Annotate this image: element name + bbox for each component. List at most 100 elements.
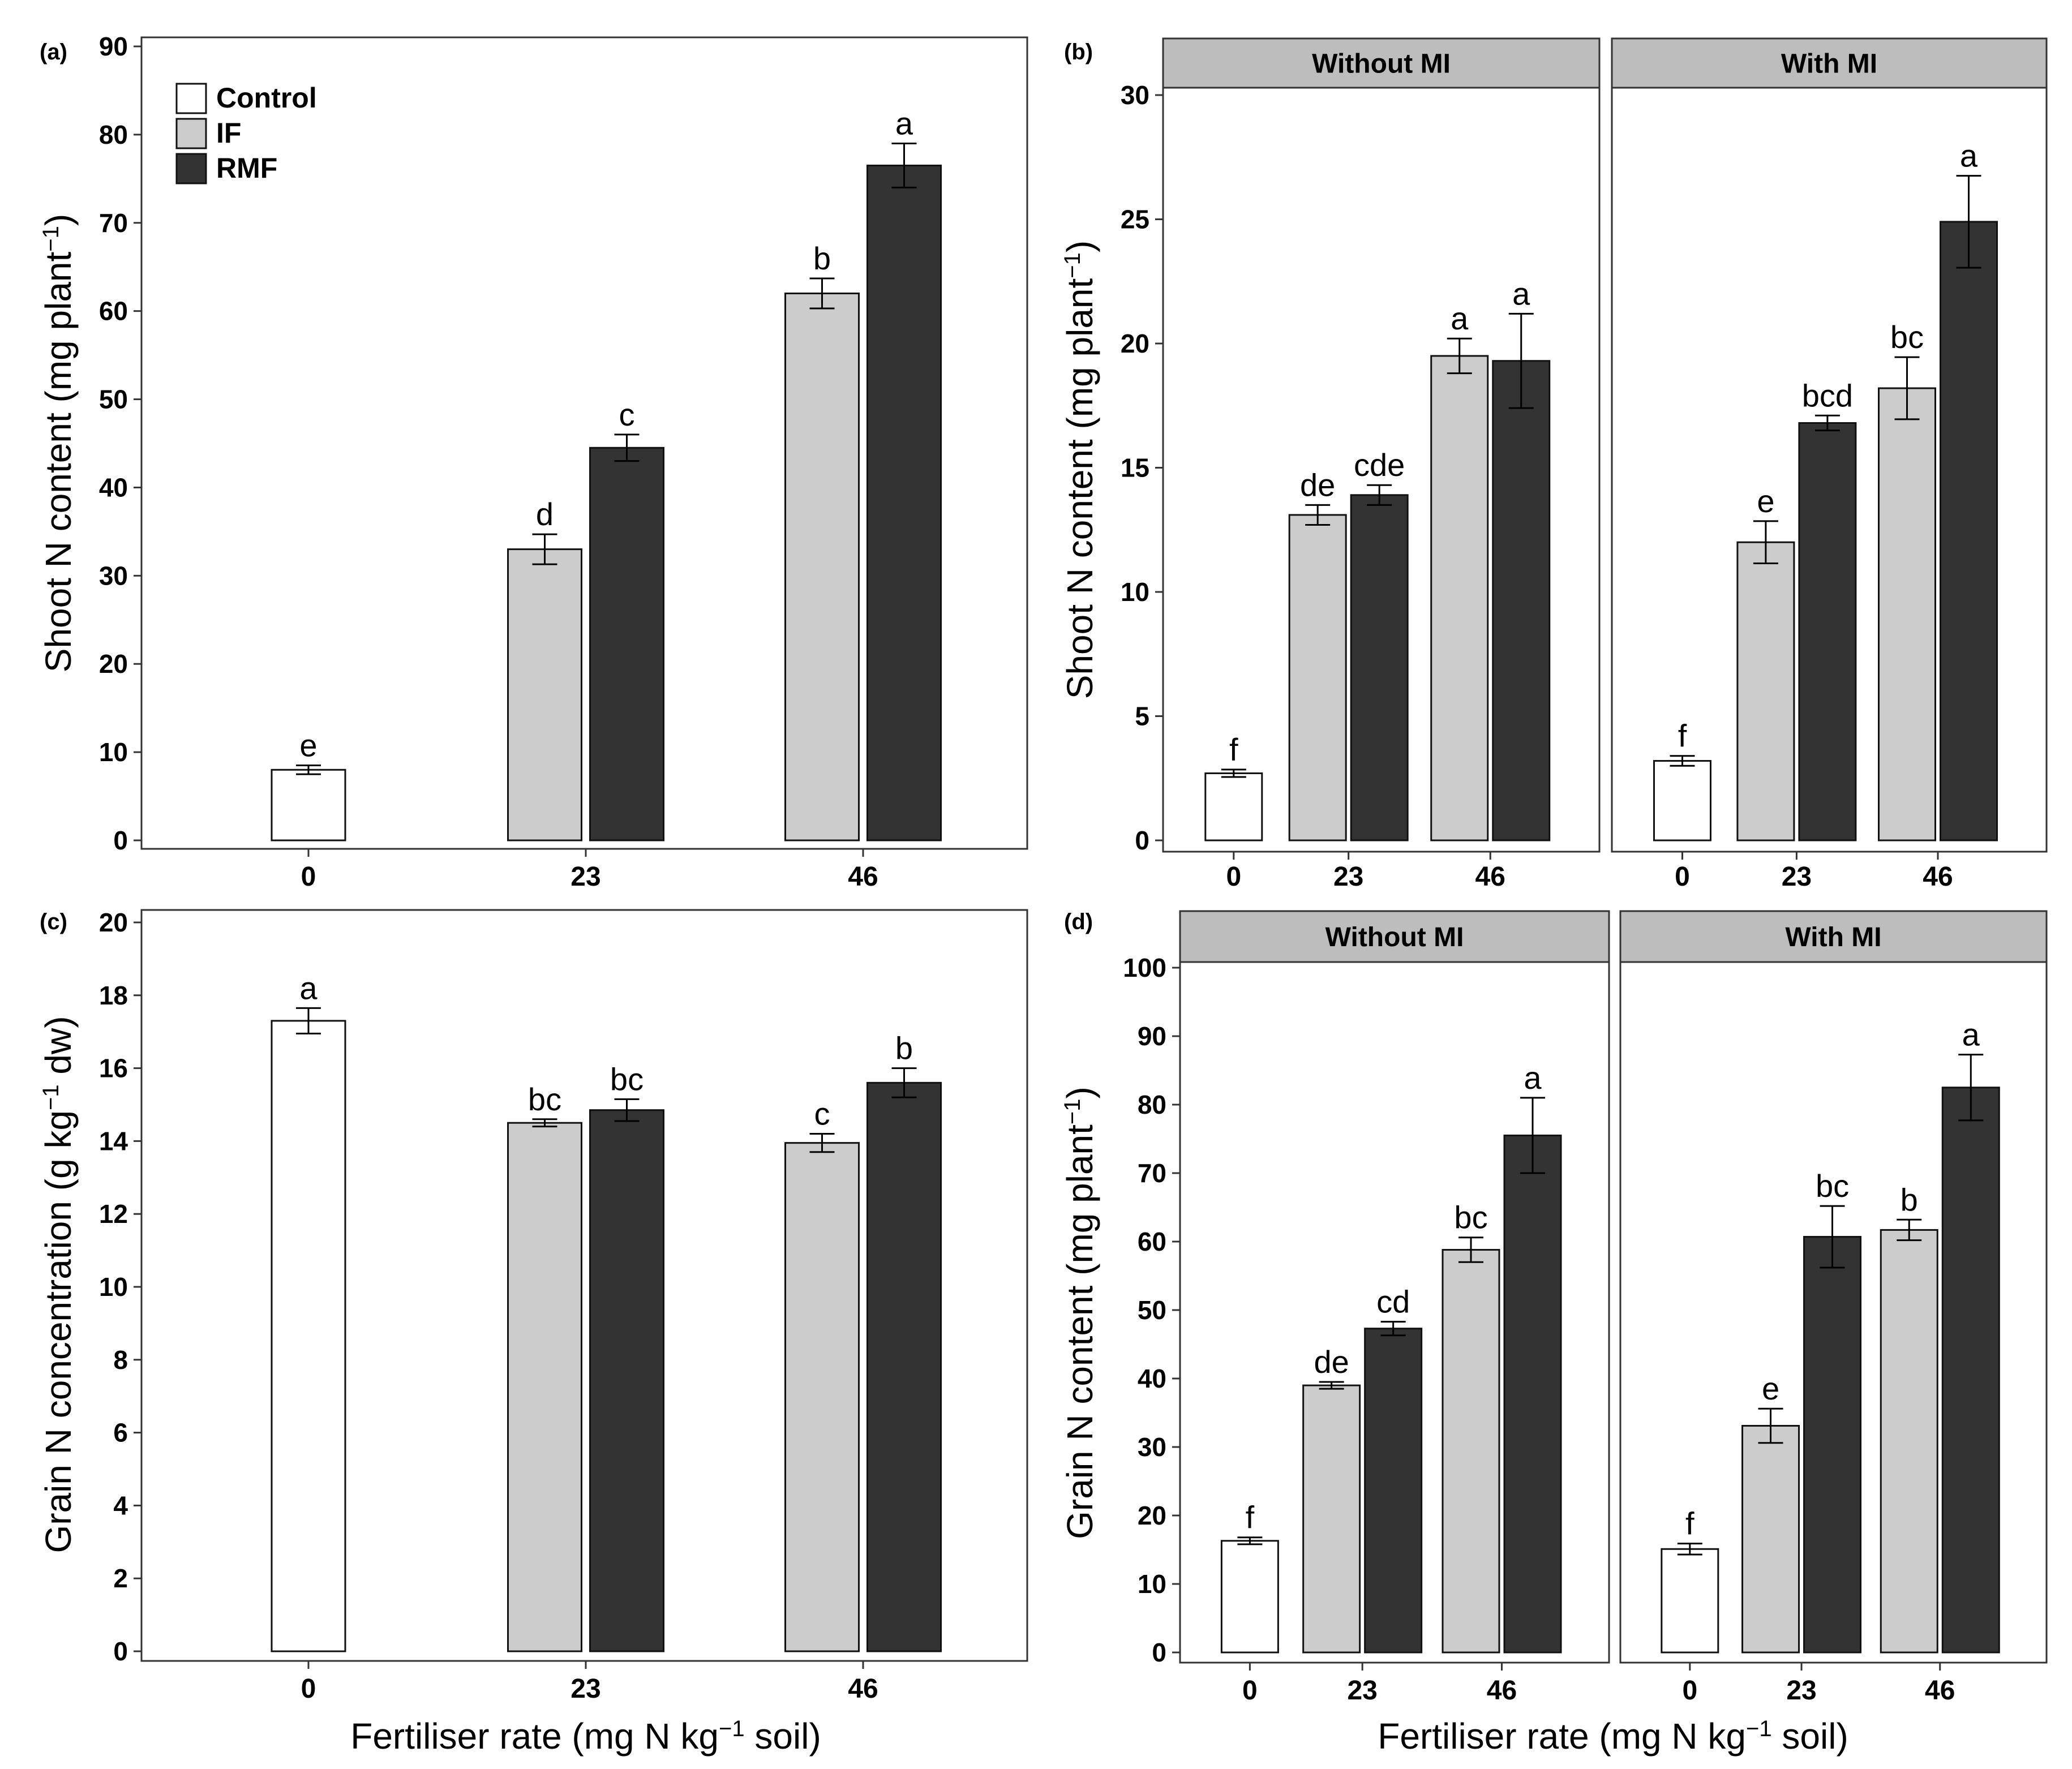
significance-letter: bc — [1890, 319, 1924, 355]
y-axis-label-suffix: ) — [1059, 1087, 1100, 1098]
panel-a: (a) Shoot N content (mg plant−1) 0 10 20 30 40… — [38, 32, 1028, 892]
y-tick-label: 90 — [1138, 1021, 1166, 1051]
plot-frame — [1162, 87, 1601, 853]
y-axis-label: Shoot N content (mg plant−1) — [1059, 241, 1100, 699]
facet-strip-label: With MI — [1781, 49, 1877, 79]
y-tick-label: 90 — [99, 32, 128, 61]
bar-rmf — [1803, 1236, 1862, 1654]
y-axis-label-suffix: dw) — [38, 1016, 79, 1084]
bar-if — [1736, 541, 1795, 841]
x-axis-label-suffix: soil) — [1772, 1716, 1848, 1757]
y-tick-label: 10 — [1121, 577, 1149, 607]
plot-frame — [1611, 87, 2048, 853]
significance-letter: a — [1960, 138, 1978, 174]
facet-strip-label: Without MI — [1312, 49, 1451, 79]
y-tick-label: 6 — [113, 1418, 128, 1448]
bar-if — [1741, 1424, 1800, 1654]
y-axis-label-suffix: ) — [1059, 241, 1100, 252]
legend-swatch — [175, 153, 207, 184]
facet-strip — [1179, 910, 1610, 963]
y-tick-label: 80 — [1138, 1090, 1166, 1119]
significance-letter: a — [1451, 300, 1469, 336]
y-tick-label: 50 — [1138, 1295, 1166, 1325]
y-tick-label: 40 — [1138, 1364, 1166, 1393]
significance-letter: b — [813, 241, 831, 276]
significance-letter: e — [299, 727, 317, 763]
y-axis-label-text: Grain N content (mg plant — [1059, 1124, 1100, 1539]
x-axis-label-text: Fertiliser rate (mg N kg — [350, 1716, 719, 1757]
significance-letter: a — [895, 105, 913, 141]
bar-rmf — [866, 164, 942, 841]
x-tick-label: 0 — [1675, 862, 1690, 892]
legend-label: RMF — [216, 152, 277, 184]
x-tick-label: 46 — [1487, 1676, 1517, 1706]
significance-letter: a — [1524, 1060, 1542, 1096]
panel-label: (a) — [40, 40, 67, 65]
significance-letter: e — [1757, 483, 1774, 519]
y-tick-label: 5 — [1135, 702, 1149, 731]
facet-strip — [1162, 37, 1601, 89]
bar-rmf — [1503, 1134, 1562, 1654]
significance-letter: cd — [1376, 1284, 1410, 1320]
y-tick-label: 0 — [1135, 826, 1149, 855]
y-axis-label-suffix: ) — [38, 214, 79, 226]
x-tick-label: 23 — [570, 862, 600, 892]
significance-letter: e — [1762, 1371, 1779, 1406]
x-tick-label: 0 — [1682, 1676, 1697, 1706]
y-tick-label: 18 — [99, 981, 128, 1010]
x-tick-label: 0 — [1242, 1676, 1258, 1706]
facet-strip-label: With MI — [1785, 922, 1881, 952]
panel-label: (d) — [1064, 909, 1093, 934]
y-axis-label: Grain N concentration (g kg−1 dw) — [38, 1016, 79, 1553]
bar-if — [784, 292, 860, 841]
y-tick-label: 30 — [1121, 80, 1149, 110]
significance-letter: b — [1901, 1182, 1918, 1217]
facet-with-mi: With MI 0 f 23 e bcd 46 bc a — [1611, 37, 2048, 892]
significance-letter: f — [1678, 718, 1687, 754]
y-axis-label: Shoot N content (mg plant−1) — [38, 214, 79, 672]
bar-rmf — [589, 1109, 664, 1652]
bar-rmf — [1798, 422, 1857, 841]
significance-letter: a — [1962, 1017, 1980, 1053]
bar-if — [1880, 1229, 1938, 1654]
y-axis-label-exponent: −1 — [1060, 1098, 1085, 1124]
y-tick-label: 70 — [1138, 1158, 1166, 1188]
y-tick-label: 25 — [1121, 205, 1149, 234]
significance-letter: c — [619, 397, 635, 432]
significance-letter: a — [299, 970, 318, 1006]
significance-letter: bc — [528, 1081, 561, 1117]
bar-if — [507, 1122, 582, 1652]
y-tick-label: 60 — [99, 297, 128, 326]
bar-control — [1204, 772, 1263, 841]
x-axis-label-suffix: soil) — [745, 1716, 821, 1757]
bar-rmf — [1941, 1087, 2000, 1654]
bar-control — [271, 1020, 346, 1652]
facet-strip-label: Without MI — [1325, 922, 1464, 952]
y-tick-label: 2 — [113, 1564, 128, 1593]
y-axis-label-exponent: −1 — [38, 1084, 63, 1110]
panel-label: (b) — [1064, 40, 1093, 65]
y-tick-label: 20 — [99, 649, 128, 679]
y-tick-label: 70 — [99, 208, 128, 238]
x-tick-label: 0 — [301, 862, 316, 892]
y-tick-label: 20 — [1121, 329, 1149, 358]
significance-letter: bc — [1816, 1168, 1849, 1204]
bar-if — [1302, 1384, 1361, 1654]
x-tick-label: 23 — [1333, 862, 1363, 892]
y-tick-label: 4 — [113, 1491, 128, 1520]
y-tick-label: 30 — [1138, 1432, 1166, 1462]
y-tick-label: 10 — [99, 1272, 128, 1302]
legend-label: IF — [216, 117, 241, 149]
y-tick-label: 15 — [1121, 453, 1149, 483]
y-tick-label: 0 — [113, 1637, 128, 1666]
x-tick-label: 23 — [1782, 862, 1812, 892]
y-tick-label: 12 — [99, 1199, 128, 1229]
x-tick-label: 23 — [1786, 1676, 1816, 1706]
bar-rmf — [866, 1081, 942, 1652]
legend-swatch — [175, 118, 207, 149]
facet-main: 0 e 23 d c 46 b a — [140, 36, 1028, 892]
significance-letter: d — [536, 496, 554, 532]
bar-rmf — [589, 446, 664, 841]
